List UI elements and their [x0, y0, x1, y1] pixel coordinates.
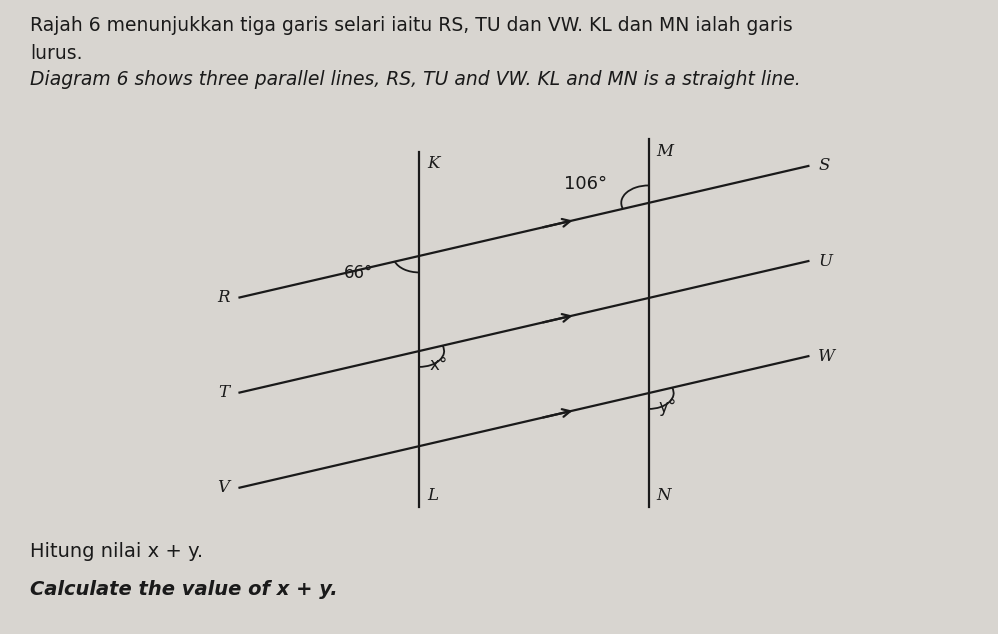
Text: T: T: [219, 384, 230, 401]
Text: 106°: 106°: [564, 176, 607, 193]
Text: Calculate the value of x + y.: Calculate the value of x + y.: [30, 580, 337, 599]
Text: Rajah 6 menunjukkan tiga garis selari iaitu RS, TU dan VW. KL dan MN ialah garis: Rajah 6 menunjukkan tiga garis selari ia…: [30, 16, 792, 35]
Text: K: K: [427, 155, 439, 172]
Text: lurus.: lurus.: [30, 44, 83, 63]
Text: W: W: [818, 347, 835, 365]
Text: L: L: [427, 487, 438, 504]
Text: V: V: [218, 479, 230, 496]
Text: Hitung nilai x + y.: Hitung nilai x + y.: [30, 542, 203, 561]
Text: U: U: [818, 252, 832, 269]
Text: N: N: [657, 487, 672, 504]
Text: Diagram 6 shows three parallel lines, RS, TU and VW. KL and MN is a straight lin: Diagram 6 shows three parallel lines, RS…: [30, 70, 800, 89]
Text: R: R: [217, 289, 230, 306]
Text: M: M: [657, 143, 674, 160]
Text: y°: y°: [659, 398, 677, 416]
Text: S: S: [818, 157, 829, 174]
Text: 66°: 66°: [344, 264, 373, 281]
Text: x°: x°: [429, 356, 447, 374]
